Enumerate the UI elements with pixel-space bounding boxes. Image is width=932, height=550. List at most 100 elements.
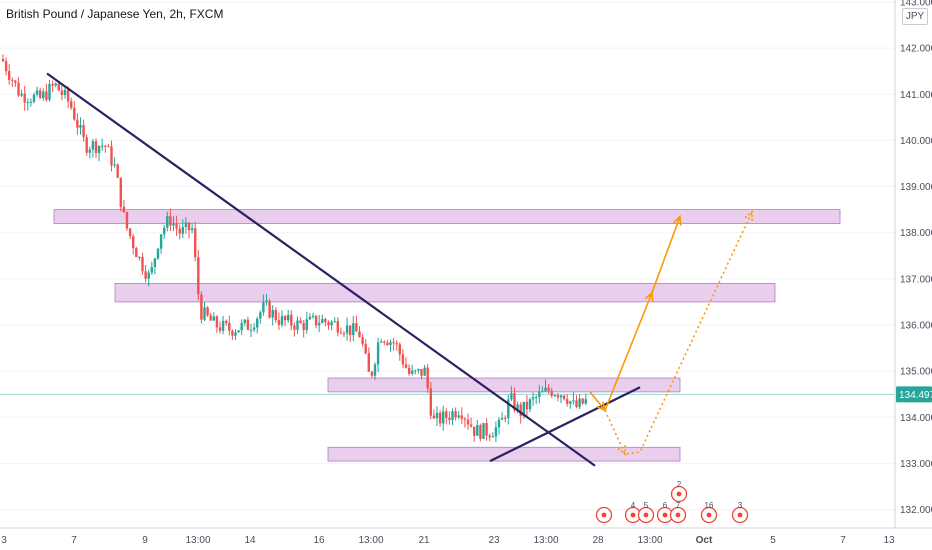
candle-body: [463, 418, 467, 420]
projection-arrows[interactable]: [589, 210, 753, 456]
grid-lines: [0, 1, 895, 511]
candle-body: [144, 271, 147, 279]
currency-badge[interactable]: JPY: [902, 8, 928, 25]
candle-body: [429, 388, 432, 416]
candle-body: [104, 145, 107, 147]
candle-body: [82, 125, 85, 138]
chart-title: British Pound / Japanese Yen, 2h, FXCM: [6, 7, 224, 21]
price-zone[interactable]: [327, 377, 681, 393]
candle-body: [122, 206, 126, 213]
candle-body: [128, 228, 132, 237]
candle-body: [94, 141, 98, 153]
candle-body: [175, 223, 178, 229]
trendline[interactable]: [489, 386, 641, 463]
price-tick-label: 132.000: [900, 505, 932, 516]
price-tick-label: 141.000: [900, 90, 932, 101]
candle-body: [225, 320, 228, 324]
candle-body: [125, 212, 129, 229]
economic-events[interactable]: 4 5 6 7 2 16 3: [595, 480, 749, 524]
candle-body: [398, 344, 401, 355]
candle-body: [138, 256, 141, 258]
candle-body: [367, 353, 370, 372]
candle-body: [274, 310, 277, 321]
candle-body: [519, 404, 522, 417]
price-zone[interactable]: [114, 283, 776, 303]
candle-body: [528, 399, 532, 410]
price-zone[interactable]: [53, 209, 841, 224]
candle-body: [342, 333, 346, 335]
candle-body: [113, 164, 116, 166]
price-tick-label: 143.000: [900, 0, 932, 9]
candle-body: [70, 101, 73, 108]
event-count: 5: [644, 501, 649, 510]
candle-body: [553, 395, 556, 397]
candle-body: [48, 83, 51, 100]
candle-body: [206, 307, 209, 316]
projection-arrowhead: [596, 401, 607, 412]
candle-body: [147, 272, 150, 279]
time-axis[interactable]: 3 7 9 13:00 14 16 13:00 21 23 13:00 28 13:00 Oct 5 7 13: [0, 527, 932, 546]
candle-body: [132, 236, 135, 249]
candle-body: [14, 80, 17, 83]
current-price-tag[interactable]: [896, 386, 932, 403]
candle-body: [556, 395, 560, 398]
candle-body: [423, 367, 426, 376]
candle-body: [190, 228, 194, 231]
candle-body: [448, 417, 451, 420]
candle-body: [197, 257, 200, 295]
candle-body: [361, 337, 364, 345]
price-tick-label: 138.000: [900, 228, 932, 239]
price-axis[interactable]: 132.000 133.000 134.000 135.000 136.000 137.0…: [894, 0, 932, 528]
event-count: 3: [738, 501, 743, 510]
candle-body: [215, 316, 219, 328]
price-tick-label: 139.000: [900, 182, 932, 193]
candle-body: [101, 145, 104, 147]
candle-body: [26, 102, 29, 104]
candle-body: [76, 119, 79, 128]
candle-body: [451, 411, 454, 420]
candle-body: [252, 327, 256, 330]
candle-body: [479, 425, 482, 439]
event-dot: [675, 512, 681, 518]
candle-body: [116, 164, 119, 178]
candle-body: [349, 325, 352, 336]
alternative-scenario-path[interactable]: [604, 211, 753, 456]
trendline[interactable]: [46, 72, 596, 467]
candle-body: [243, 319, 246, 323]
candle-body: [277, 320, 281, 325]
candle-body: [231, 330, 234, 336]
candle-body: [581, 398, 584, 404]
candle-body: [63, 90, 67, 95]
trendlines[interactable]: [46, 72, 641, 467]
candle-body: [318, 323, 321, 326]
time-tick-label: 5: [770, 535, 776, 546]
time-tick-label: 9: [142, 535, 148, 546]
candle-body: [240, 322, 243, 331]
candle-body: [287, 314, 290, 321]
candle-body: [187, 222, 191, 231]
projection-arrowhead: [744, 210, 753, 221]
price-tick-label: 135.000: [900, 367, 932, 378]
candle-body: [156, 248, 160, 259]
projection-arrowhead: [672, 214, 682, 226]
candle-body: [60, 90, 64, 95]
candle-body: [321, 319, 324, 324]
candle-body: [35, 90, 39, 95]
candle-body: [547, 387, 550, 391]
candle-body: [386, 342, 389, 346]
primary-scenario-path[interactable]: [589, 216, 681, 412]
price-tick-label: 140.000: [900, 136, 932, 147]
candle-body: [150, 267, 153, 273]
candle-body: [522, 401, 525, 417]
candle-body: [262, 302, 265, 313]
time-tick-label: 23: [488, 535, 500, 546]
candle-body: [11, 79, 14, 81]
candle-body: [249, 329, 253, 331]
candle-body: [178, 228, 181, 234]
candle-body: [212, 316, 215, 321]
candle-body: [159, 234, 163, 249]
candle-body: [119, 177, 122, 207]
event-dot: [676, 491, 682, 497]
time-tick-label: 13:00: [185, 535, 210, 546]
